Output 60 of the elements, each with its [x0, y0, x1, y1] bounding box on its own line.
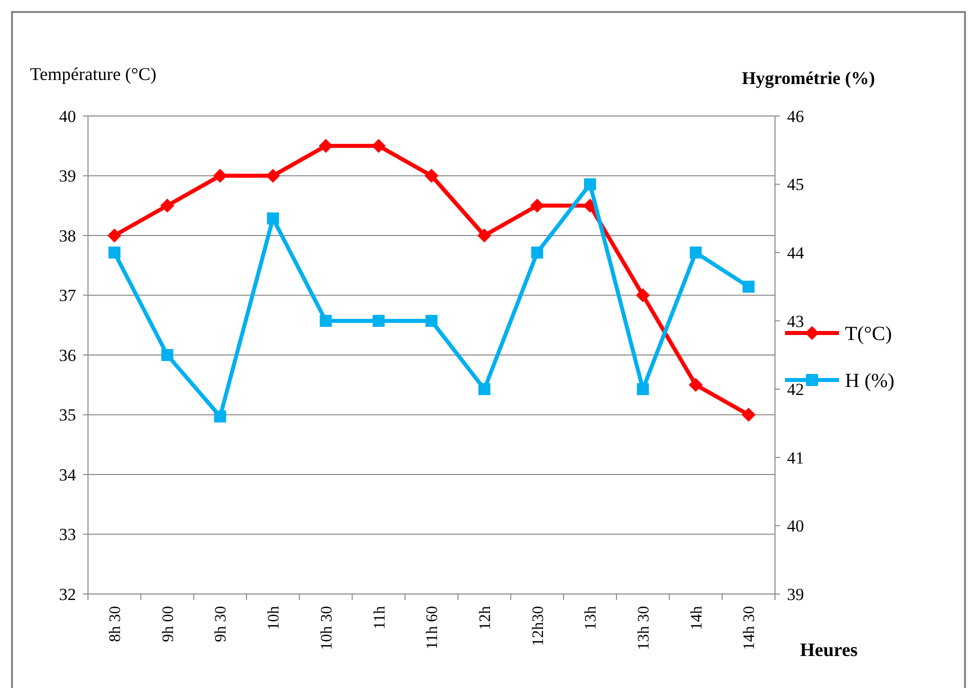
x-tick-label: 13h 30: [635, 606, 652, 650]
x-axis-title: Heures: [800, 640, 858, 661]
y-tick-label: 34: [59, 465, 76, 484]
point: [636, 383, 649, 396]
x-tick-label: 12h30: [530, 606, 547, 646]
point: [742, 280, 755, 293]
point: [214, 410, 226, 422]
point: [478, 383, 490, 396]
y2-tick-label: 40: [787, 516, 804, 536]
x-tick-label: 8h 30: [107, 606, 124, 642]
point: [160, 198, 174, 213]
x-tick-label: 10h: [266, 606, 283, 630]
y-tick-label: 36: [59, 346, 76, 365]
point: [424, 168, 438, 183]
point: [477, 228, 492, 242]
y-tick-label: 40: [59, 106, 76, 126]
point: [266, 212, 279, 224]
legend-label: H (%): [845, 370, 894, 392]
x-tick-label: 12h: [476, 606, 494, 630]
x-tick-label: 9h 00: [160, 606, 177, 642]
y2-tick-label: 39: [787, 584, 804, 604]
point: [372, 314, 385, 327]
y-tick-label: 33: [59, 525, 76, 544]
point: [320, 314, 332, 327]
y-tick-label: 38: [59, 226, 76, 246]
y-tick-label: 35: [59, 406, 76, 425]
point: [266, 168, 280, 183]
point: [636, 288, 650, 302]
x-tick-label: 11h 60: [424, 606, 442, 650]
y-tick-label: 32: [59, 584, 76, 604]
y-tick-label: 37: [59, 286, 76, 306]
point: [742, 408, 756, 422]
point: [161, 349, 174, 361]
y2-tick-label: 41: [787, 448, 804, 468]
x-tick-label: 14h: [688, 606, 706, 630]
x-tick-label: 9h 30: [212, 606, 230, 642]
point: [213, 168, 228, 183]
point: [688, 378, 703, 392]
x-tick-label: 11h: [371, 606, 388, 630]
y2-axis-title: Hygrométrie (%): [742, 68, 875, 88]
point: [107, 228, 122, 242]
point: [108, 246, 120, 259]
point: [372, 138, 386, 153]
y2-tick-label: 43: [787, 312, 804, 331]
x-tick-label: 13h: [582, 606, 600, 630]
y2-tick-label: 46: [787, 106, 804, 126]
y-axis-title: Température (°C): [30, 64, 156, 84]
x-tick-label: 10h 30: [318, 606, 336, 650]
point: [690, 246, 702, 259]
point: [531, 246, 544, 259]
legend-label: T(°C): [845, 323, 892, 345]
x-tick-label: 14h 30: [741, 606, 758, 650]
point: [530, 198, 544, 213]
y-tick-label: 39: [59, 166, 76, 186]
point: [318, 138, 333, 153]
y2-tick-label: 44: [787, 244, 804, 263]
y2-tick-label: 42: [787, 380, 804, 400]
y2-tick-label: 45: [787, 175, 804, 194]
point: [584, 178, 596, 190]
point: [426, 314, 438, 327]
